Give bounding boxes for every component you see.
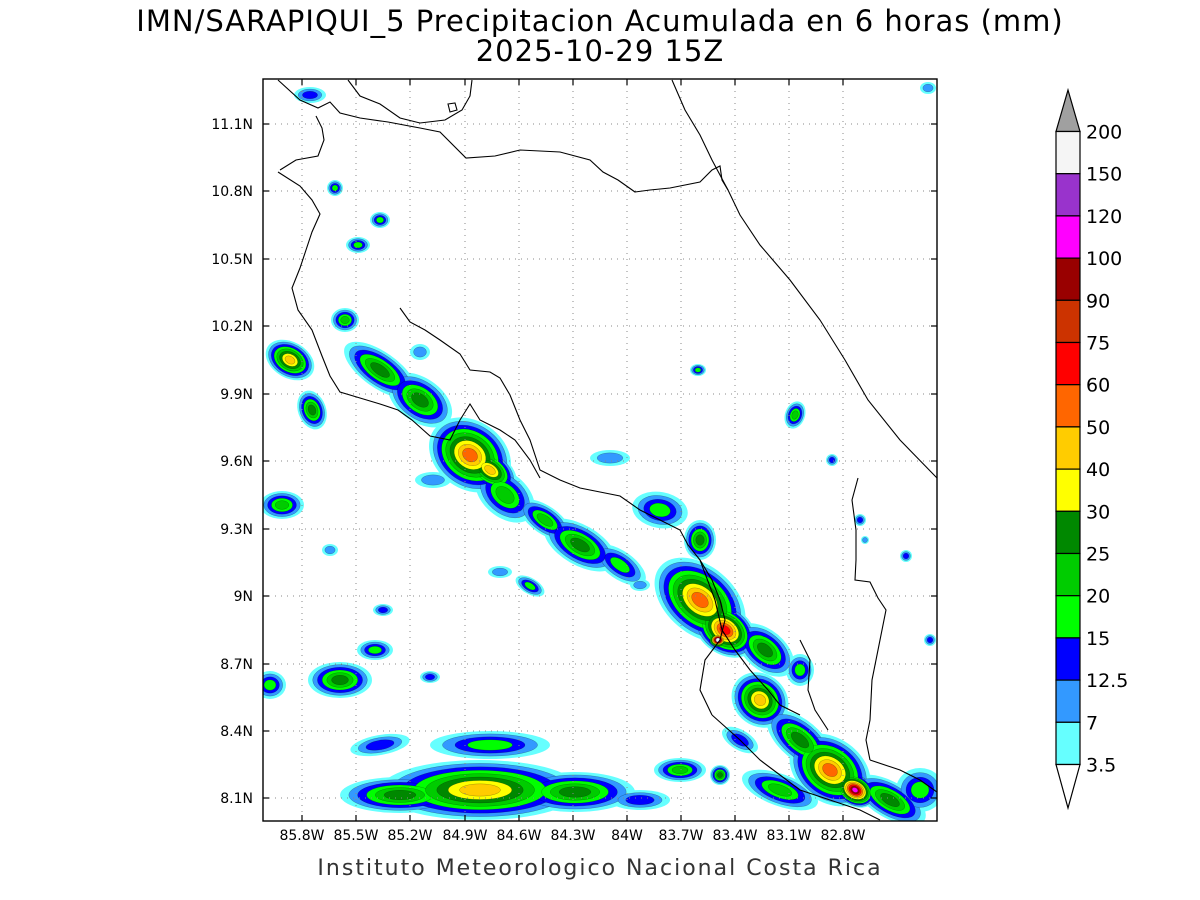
precip-contour xyxy=(559,787,591,798)
colorbar-label: 25 xyxy=(1086,544,1110,566)
lon-tick-label: 84.3W xyxy=(550,828,595,844)
colorbar-label: 120 xyxy=(1086,206,1122,228)
precip-contour xyxy=(332,675,349,685)
precip-contour xyxy=(795,664,806,676)
colorbar-segment xyxy=(1056,343,1080,385)
precip-contour xyxy=(492,568,507,576)
precip-contour xyxy=(862,537,867,542)
lat-tick-label: 9.3N xyxy=(220,522,253,538)
colorbar-segment xyxy=(1056,722,1080,764)
precip-contour xyxy=(829,457,835,463)
lon-tick-label: 83.7W xyxy=(658,828,703,844)
precip-contour xyxy=(384,790,416,800)
colorbar-segment xyxy=(1056,385,1080,427)
precip-contour xyxy=(354,242,363,248)
colorbar-label: 12.5 xyxy=(1086,670,1128,692)
precip-contour xyxy=(376,217,384,223)
colorbar-segment xyxy=(1056,427,1080,469)
longitude-labels: 85.8W 85.5W 85.2W 84.9W 84.6W 84.3W 84W 83.7W 83… xyxy=(279,828,865,844)
precip-contour xyxy=(421,475,444,485)
precip-contour xyxy=(927,637,933,643)
colorbar-segment xyxy=(1056,596,1080,638)
precip-contour xyxy=(275,501,289,510)
lon-tick-label: 85.2W xyxy=(387,828,432,844)
colorbar-label: 200 xyxy=(1086,122,1122,144)
latitude-labels: 11.1N 10.8N 10.5N 10.2N 9.9N 9.6N 9.3N 9N 8.7N 8.… xyxy=(211,117,253,807)
colorbar-segment xyxy=(1056,554,1080,596)
lat-tick-label: 10.8N xyxy=(211,184,253,200)
precip-contour xyxy=(332,185,338,191)
colorbar-segment xyxy=(1056,132,1080,174)
lat-tick-label: 8.1N xyxy=(220,791,253,807)
colorbar-label: 40 xyxy=(1086,459,1110,481)
colorbar-label: 100 xyxy=(1086,248,1122,270)
lon-tick-label: 84.6W xyxy=(496,828,541,844)
precip-contour xyxy=(903,553,909,559)
lat-tick-label: 11.1N xyxy=(211,117,253,133)
lon-tick-label: 84W xyxy=(611,828,643,844)
colorbar-label: 7 xyxy=(1086,712,1098,734)
colorbar-legend: 3.5 7 12.5 15 20 25 30 40 50 60 75 90 100 120 150 200 xyxy=(1056,90,1128,808)
lon-tick-label: 85.5W xyxy=(333,828,378,844)
colorbar-segment xyxy=(1056,174,1080,216)
precip-contour xyxy=(857,517,863,523)
precip-contour xyxy=(302,91,317,99)
colorbar-label: 30 xyxy=(1086,501,1110,523)
colorbar-segment xyxy=(1056,469,1080,511)
plot-background xyxy=(263,79,937,821)
colorbar-segment xyxy=(1056,511,1080,553)
precip-contour xyxy=(378,607,387,613)
colorbar-label: 3.5 xyxy=(1086,755,1116,777)
lat-tick-label: 10.5N xyxy=(211,252,253,268)
lon-tick-label: 83.1W xyxy=(766,828,811,844)
colorbar-label: 20 xyxy=(1086,586,1110,608)
colorbar-segment xyxy=(1056,638,1080,680)
precip-contour xyxy=(696,535,704,546)
lon-tick-label: 83.4W xyxy=(712,828,757,844)
precip-contour xyxy=(672,766,688,773)
precip-contour xyxy=(325,546,335,554)
colorbar-label: 50 xyxy=(1086,417,1110,439)
colorbar-label: 60 xyxy=(1086,375,1110,397)
lon-tick-label: 85.8W xyxy=(279,828,324,844)
colorbar-label: 90 xyxy=(1086,290,1110,312)
colorbar-segment xyxy=(1056,300,1080,342)
precip-contour xyxy=(597,453,623,463)
colorbar-segment xyxy=(1056,216,1080,258)
lat-tick-label: 9.9N xyxy=(220,387,253,403)
lon-tick-label: 84.9W xyxy=(442,828,487,844)
precip-contour xyxy=(634,581,647,589)
lat-tick-label: 9.6N xyxy=(220,454,253,470)
lat-tick-label: 8.4N xyxy=(220,724,253,740)
precip-contour xyxy=(626,795,654,804)
precip-contour xyxy=(717,772,722,777)
precip-contour xyxy=(341,316,350,323)
lat-tick-label: 9N xyxy=(234,589,253,605)
precip-contour xyxy=(264,680,276,691)
lat-tick-label: 8.7N xyxy=(220,657,253,673)
colorbar-label: 150 xyxy=(1086,164,1122,186)
precip-contour xyxy=(460,784,501,796)
colorbar-bottom-triangle xyxy=(1056,765,1080,809)
footer-credit: Instituto Meteorologico Nacional Costa R… xyxy=(0,856,1200,881)
precip-contour xyxy=(368,646,382,654)
lon-tick-label: 82.8W xyxy=(820,828,865,844)
colorbar-label: 75 xyxy=(1086,333,1110,355)
lat-tick-label: 10.2N xyxy=(211,319,253,335)
precip-contour xyxy=(695,368,701,373)
precip-contour xyxy=(414,347,427,357)
colorbar-label: 15 xyxy=(1086,628,1110,650)
colorbar-segment xyxy=(1056,680,1080,722)
precip-contour xyxy=(468,740,513,751)
colorbar-segment xyxy=(1056,258,1080,300)
precip-contour xyxy=(923,84,933,92)
colorbar-top-triangle xyxy=(1056,90,1080,132)
precip-contour xyxy=(425,674,434,680)
